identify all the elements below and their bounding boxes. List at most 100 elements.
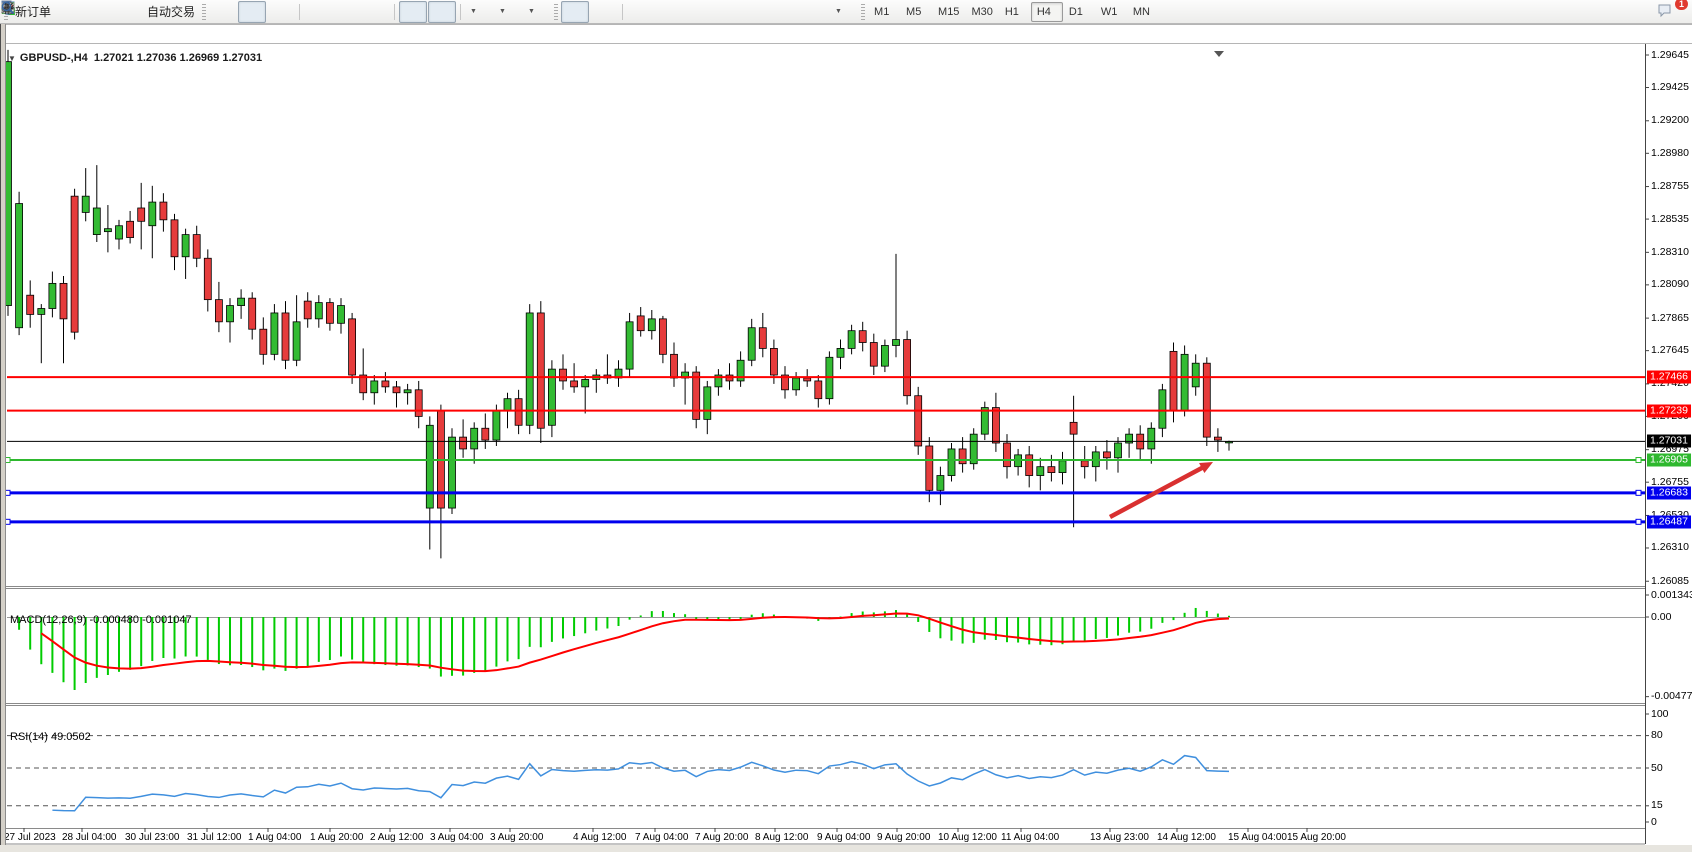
market-watch-button[interactable] — [1, 1, 84, 23]
timeframe-button-m30[interactable]: M30 — [971, 5, 993, 18]
zoom-out-button[interactable] — [1, 1, 361, 23]
collapse-arrow-icon[interactable]: ▼ — [8, 54, 16, 63]
timeframe-button-mn[interactable]: MN — [1132, 5, 1150, 18]
candle-body — [747, 327, 756, 361]
candle-body — [1058, 460, 1067, 473]
candle-body — [659, 318, 667, 355]
timeframe-button-h1[interactable]: H1 — [1004, 5, 1019, 18]
auto-scroll-button[interactable] — [2, 0, 428, 23]
timeframe-button-m15[interactable]: M15 — [938, 5, 960, 18]
candle-body — [1158, 389, 1167, 429]
candle-body — [470, 427, 479, 450]
candle-body — [214, 299, 223, 323]
chart-window[interactable]: ▼ GBPUSD-,H4 1.27021 1.27036 1.26969 1.27… — [0, 24, 1692, 852]
chart-shift-button[interactable] — [2, 0, 457, 23]
bar-chart-button[interactable] — [1, 1, 237, 23]
candle-body — [969, 433, 978, 465]
templates-button[interactable]: ▼ — [1, 1, 551, 23]
rsi-line — [52, 754, 1230, 812]
candle-body — [492, 410, 501, 441]
line-handle[interactable] — [1635, 518, 1642, 525]
candle-body — [647, 318, 656, 332]
zoom-in-button[interactable] — [1, 1, 332, 23]
toolbar-separator — [622, 3, 624, 20]
candle-body — [903, 339, 911, 397]
candle-body — [203, 257, 212, 301]
toolbar-grip[interactable] — [202, 3, 207, 20]
arrows-tool-button[interactable]: ▼ — [2, 1, 858, 23]
candle-body — [159, 201, 168, 221]
arrow-annotation-head[interactable] — [1199, 462, 1213, 474]
auto-trading-button[interactable]: 自动交易 — [1, 1, 199, 23]
macd-signal-value: -0.001047 — [142, 614, 192, 626]
window-left-edge — [0, 24, 6, 852]
text-tool-button[interactable]: A — [4, 1, 800, 23]
candle-body — [1202, 362, 1211, 438]
line-handle[interactable] — [1635, 457, 1642, 464]
toolbar-grip[interactable] — [554, 3, 559, 20]
toolbar-grip[interactable] — [861, 3, 866, 20]
candle-body — [226, 305, 234, 323]
crosshair-tool-button[interactable] — [2, 1, 618, 23]
candle-body — [781, 374, 789, 391]
candle-body — [92, 207, 101, 236]
vertical-line-tool-button[interactable] — [7, 1, 655, 23]
search-button[interactable] — [1, 1, 1655, 23]
notifications-button[interactable]: 1 — [1656, 0, 1688, 23]
main-toolbar: 新订单 — [0, 0, 1692, 24]
candle-body — [403, 389, 412, 394]
chart-shift-marker[interactable] — [1214, 51, 1224, 57]
window-bottom-edge — [0, 845, 1692, 852]
fibonacci-tool-button[interactable]: F — [2, 1, 771, 23]
candle-body — [548, 368, 556, 426]
charts-button[interactable] — [1, 1, 113, 23]
macd-signal-line — [40, 612, 1230, 673]
candle-body — [892, 339, 900, 346]
timeframe-button-h4[interactable]: H4 — [1030, 1, 1063, 22]
candle-body — [126, 220, 134, 238]
candle-body — [1191, 362, 1200, 388]
text-label-tool-button[interactable]: T — [1, 1, 829, 23]
candle-body — [37, 308, 46, 315]
candle-body — [292, 321, 301, 361]
tile-windows-button[interactable] — [2, 1, 390, 23]
candle-body — [314, 302, 323, 320]
trendline-tool-button[interactable] — [1, 1, 713, 23]
candlestick-chart-button[interactable] — [1, 0, 267, 23]
line-handle[interactable] — [1635, 489, 1642, 496]
candle-body — [814, 380, 823, 400]
line-chart-button[interactable] — [1, 1, 295, 23]
candle-body — [281, 312, 290, 361]
trendline-icon — [1, 2, 14, 14]
rsi-indicator-label: RSI(14) 49.0502 — [10, 731, 91, 743]
horizontal-line-tool-button[interactable] — [2, 1, 684, 23]
chart-ohlc-values: 1.27021 1.27036 1.26969 1.27031 — [93, 52, 263, 64]
timeframe-button-d1[interactable]: D1 — [1068, 5, 1083, 18]
candle-body — [625, 321, 634, 370]
candle-body — [348, 318, 357, 376]
periods-button[interactable]: ▼ — [1, 1, 522, 23]
add-indicator-button[interactable]: ▼ — [1, 1, 493, 23]
candle-body — [858, 330, 867, 343]
candle-body — [192, 234, 201, 259]
new-order-button[interactable]: 新订单 — [1, 0, 55, 23]
timeframe-button-m5[interactable]: M5 — [906, 5, 922, 18]
timeframe-button-m1[interactable]: M1 — [874, 5, 890, 18]
macd-indicator-label: MACD(12,26,9) -0.000480 -0.001047 — [10, 614, 192, 626]
candle-body — [137, 207, 146, 222]
candle-body — [1003, 442, 1011, 468]
candle-body — [703, 386, 712, 420]
signals-button[interactable] — [2, 1, 142, 23]
candle-body — [425, 424, 434, 509]
dropdown-caret-icon: ▼ — [835, 8, 842, 15]
cursor-tool-button[interactable] — [5, 0, 590, 23]
candle-body — [115, 225, 123, 240]
candle-body — [248, 297, 257, 330]
channel-tool-button[interactable]: E — [1, 1, 742, 23]
candle-body — [148, 201, 157, 227]
candle-body — [26, 294, 35, 315]
arrow-annotation[interactable] — [1108, 464, 1206, 519]
timeframe-button-w1[interactable]: W1 — [1100, 5, 1118, 18]
